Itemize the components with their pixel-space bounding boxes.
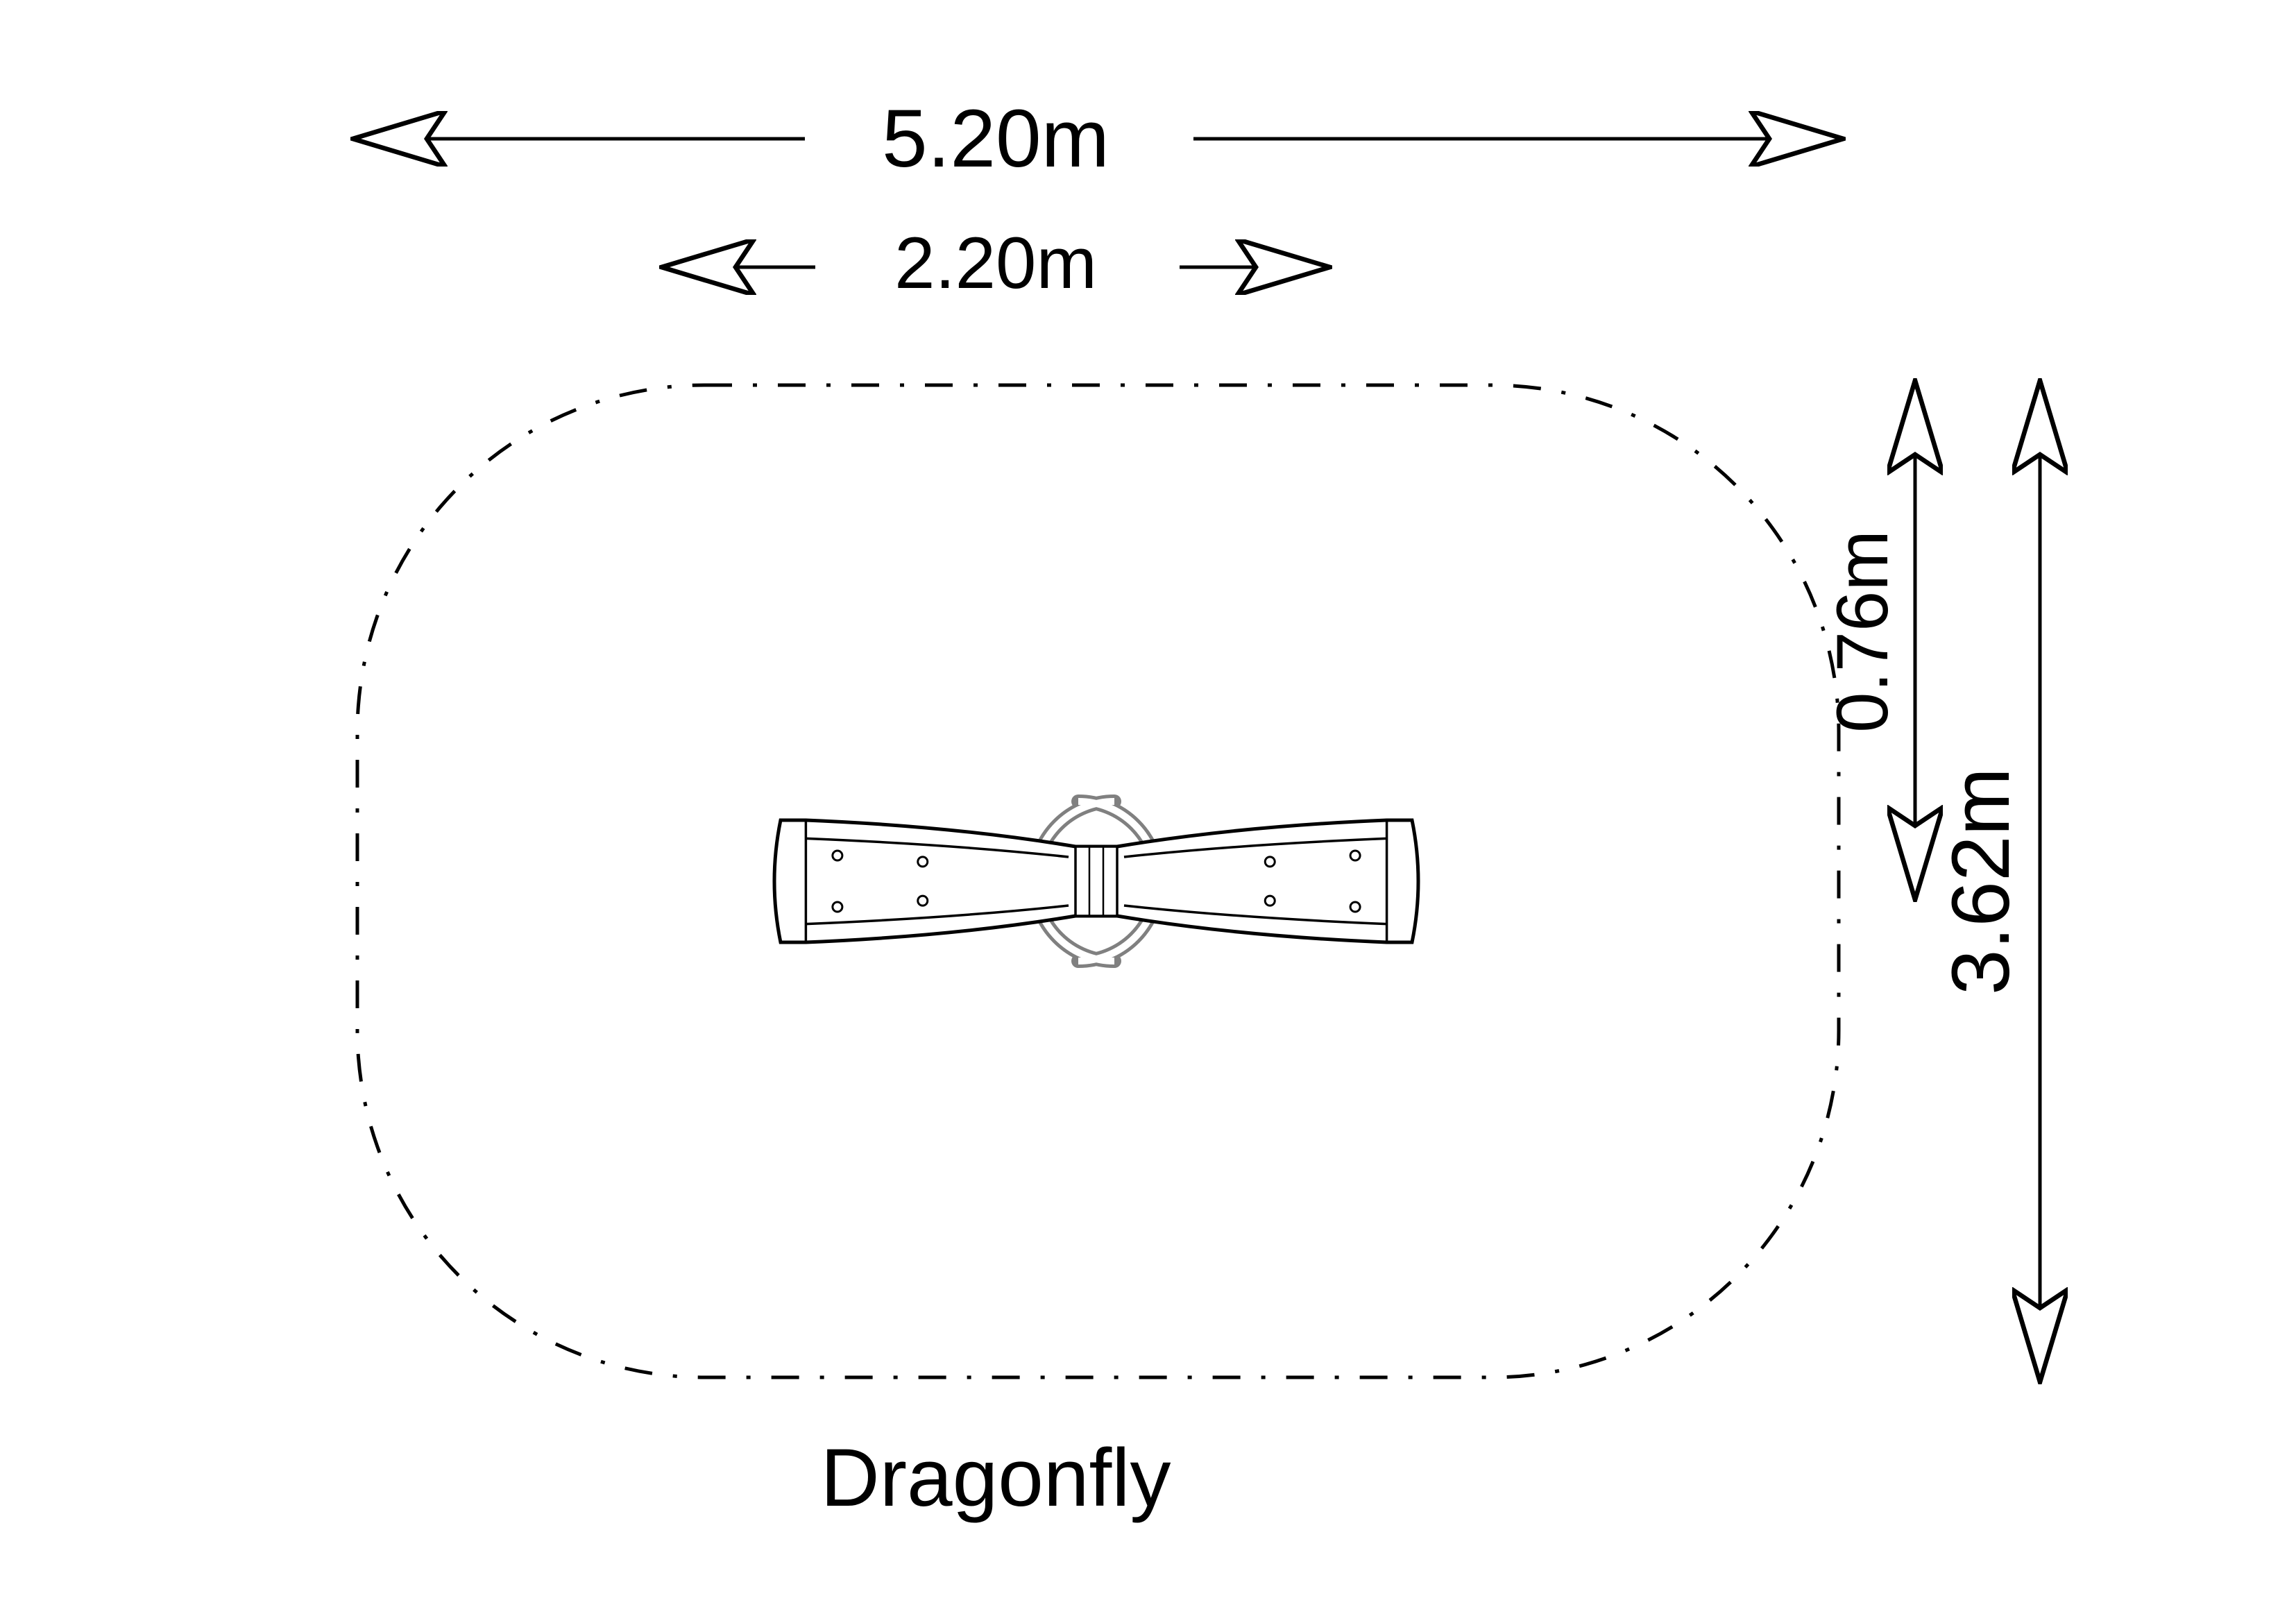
dimension-inner-height: 0.76m [1822, 385, 1915, 895]
equipment-dragonfly [774, 801, 1418, 961]
dimension-outer-height: 3.62m [1935, 385, 2040, 1377]
dimension-outer-height-label: 3.62m [1935, 767, 2027, 995]
drawing-title: Dragonfly [820, 1432, 1171, 1524]
dimension-inner-width: 2.20m [666, 223, 1325, 304]
dimension-outer-width-label: 5.20m [882, 93, 1109, 185]
dimension-inner-width-label: 2.20m [894, 223, 1097, 304]
technical-drawing: 5.20m 2.20m 0.76m 3.62m Dragonfly [0, 0, 2296, 1623]
dimension-outer-width: 5.20m [357, 93, 1839, 185]
dimension-inner-height-label: 0.76m [1822, 530, 1903, 733]
